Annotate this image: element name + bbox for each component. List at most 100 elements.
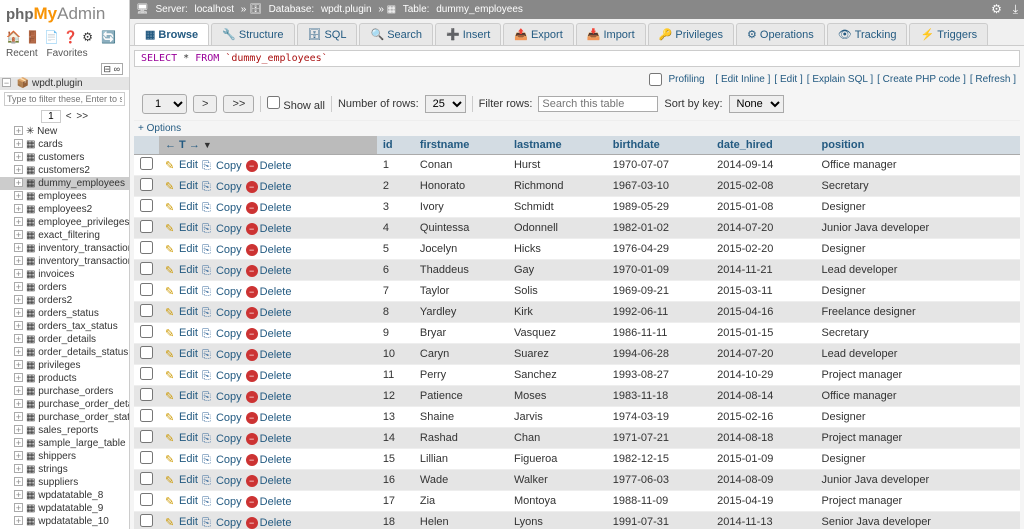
cell-birthdate[interactable]: 1993-08-27 (607, 365, 711, 386)
cell-date-hired[interactable]: 2014-09-14 (711, 155, 815, 176)
collapse-all-icon[interactable]: ⊟ ∞ (101, 63, 123, 75)
cell-firstname[interactable]: Jocelyn (414, 239, 508, 260)
cell-position[interactable]: Project manager (816, 365, 1020, 386)
cell-position[interactable]: Office manager (816, 386, 1020, 407)
oplink-explain-sql[interactable]: [ Explain SQL ] (807, 74, 873, 85)
tree-table-orders[interactable]: +▦ orders (0, 281, 129, 294)
cell-id[interactable]: 1 (377, 155, 414, 176)
cell-date-hired[interactable]: 2015-03-11 (711, 281, 815, 302)
cell-lastname[interactable]: Chan (508, 428, 607, 449)
cell-id[interactable]: 5 (377, 239, 414, 260)
tree-toggle-icon[interactable]: + (14, 217, 23, 226)
tree-toggle-icon[interactable]: + (14, 425, 23, 434)
cell-firstname[interactable]: Yardley (414, 302, 508, 323)
cell-date-hired[interactable]: 2014-10-29 (711, 365, 815, 386)
cell-lastname[interactable]: Hurst (508, 155, 607, 176)
row-edit[interactable]: ✎Edit (165, 411, 198, 423)
cell-date-hired[interactable]: 2014-11-21 (711, 260, 815, 281)
row-copy[interactable]: ⎘Copy (202, 370, 242, 382)
row-delete[interactable]: −Delete (246, 496, 292, 508)
tree-toggle-icon[interactable]: + (14, 347, 23, 356)
tab-operations[interactable]: ⚙Operations (736, 23, 825, 45)
tree-table-shippers[interactable]: +▦ shippers (0, 450, 129, 463)
cell-birthdate[interactable]: 1974-03-19 (607, 407, 711, 428)
row-copy[interactable]: ⎘Copy (202, 265, 242, 277)
cell-lastname[interactable]: Gay (508, 260, 607, 281)
cell-lastname[interactable]: Solis (508, 281, 607, 302)
cell-position[interactable]: Secretary (816, 323, 1020, 344)
row-delete[interactable]: −Delete (246, 286, 292, 298)
tree-table-exact_filtering[interactable]: +▦ exact_filtering (0, 229, 129, 242)
cell-date-hired[interactable]: 2015-02-08 (711, 176, 815, 197)
row-copy[interactable]: ⎘Copy (202, 454, 242, 466)
row-copy[interactable]: ⎘Copy (202, 391, 242, 403)
oplink-edit[interactable]: [ Edit ] (774, 74, 802, 85)
row-copy[interactable]: ⎘Copy (202, 160, 242, 172)
row-edit[interactable]: ✎Edit (165, 327, 198, 339)
tab-export[interactable]: 📤Export (503, 23, 574, 45)
cell-lastname[interactable]: Sanchez (508, 365, 607, 386)
cell-birthdate[interactable]: 1988-11-09 (607, 491, 711, 512)
cell-position[interactable]: Lead developer (816, 344, 1020, 365)
row-edit[interactable]: ✎Edit (165, 159, 198, 171)
tree-table-privileges[interactable]: +▦ privileges (0, 359, 129, 372)
cell-lastname[interactable]: Figueroa (508, 449, 607, 470)
row-checkbox[interactable] (140, 430, 153, 443)
row-delete[interactable]: −Delete (246, 244, 292, 256)
cell-lastname[interactable]: Walker (508, 470, 607, 491)
tree-table-wpdatatable_8[interactable]: +▦ wpdatatable_8 (0, 489, 129, 502)
cell-id[interactable]: 2 (377, 176, 414, 197)
tree-toggle-icon[interactable]: + (14, 230, 23, 239)
row-checkbox[interactable] (140, 493, 153, 506)
tree-toggle-icon[interactable]: + (14, 386, 23, 395)
row-edit[interactable]: ✎Edit (165, 474, 198, 486)
cell-birthdate[interactable]: 1970-01-09 (607, 260, 711, 281)
tree-table-orders_tax_status[interactable]: +▦ orders_tax_status (0, 320, 129, 333)
tree-table-inventory_transactions[interactable]: +▦ inventory_transactions (0, 242, 129, 255)
cell-position[interactable]: Designer (816, 407, 1020, 428)
cell-position[interactable]: Project manager (816, 491, 1020, 512)
row-delete[interactable]: −Delete (246, 265, 292, 277)
cell-firstname[interactable]: Patience (414, 386, 508, 407)
tree-toggle-icon[interactable]: + (14, 464, 23, 473)
cell-lastname[interactable]: Hicks (508, 239, 607, 260)
tree-table-sales_reports[interactable]: +▦ sales_reports (0, 424, 129, 437)
row-edit[interactable]: ✎Edit (165, 516, 198, 528)
favorites-tab[interactable]: Favorites (46, 48, 87, 59)
tree-toggle-icon[interactable]: + (14, 282, 23, 291)
profiling-checkbox[interactable] (649, 73, 662, 86)
tree-table-employees2[interactable]: +▦ employees2 (0, 203, 129, 216)
cell-position[interactable]: Designer (816, 197, 1020, 218)
cell-birthdate[interactable]: 1994-06-28 (607, 344, 711, 365)
row-copy[interactable]: ⎘Copy (202, 475, 242, 487)
cell-firstname[interactable]: Honorato (414, 176, 508, 197)
tree-table-purchase_order_status[interactable]: +▦ purchase_order_status (0, 411, 129, 424)
tab-privileges[interactable]: 🔑Privileges (648, 23, 734, 45)
tree-toggle-icon[interactable]: + (14, 490, 23, 499)
tree-toggle-icon[interactable]: + (14, 191, 23, 200)
cell-firstname[interactable]: Taylor (414, 281, 508, 302)
row-delete[interactable]: −Delete (246, 181, 292, 193)
row-edit[interactable]: ✎Edit (165, 201, 198, 213)
tree-table-inventory_transaction_types[interactable]: +▦ inventory_transaction_types (0, 255, 129, 268)
cell-date-hired[interactable]: 2015-01-15 (711, 323, 815, 344)
tree-table-cards[interactable]: +▦ cards (0, 138, 129, 151)
cell-date-hired[interactable]: 2015-01-09 (711, 449, 815, 470)
tree-toggle-icon[interactable]: + (14, 503, 23, 512)
cell-firstname[interactable]: Bryar (414, 323, 508, 344)
row-edit[interactable]: ✎Edit (165, 390, 198, 402)
row-edit[interactable]: ✎Edit (165, 495, 198, 507)
cell-id[interactable]: 18 (377, 512, 414, 529)
row-copy[interactable]: ⎘Copy (202, 202, 242, 214)
tree-table-orders2[interactable]: +▦ orders2 (0, 294, 129, 307)
row-checkbox[interactable] (140, 388, 153, 401)
row-delete[interactable]: −Delete (246, 160, 292, 172)
cell-position[interactable]: Project manager (816, 428, 1020, 449)
tree-table-employee_privileges[interactable]: +▦ employee_privileges (0, 216, 129, 229)
cell-position[interactable]: Designer (816, 449, 1020, 470)
tree-toggle-icon[interactable]: + (14, 412, 23, 421)
cell-firstname[interactable]: Ivory (414, 197, 508, 218)
cell-firstname[interactable]: Shaine (414, 407, 508, 428)
cell-position[interactable]: Senior Java developer (816, 512, 1020, 529)
tree-table-sample_large_table[interactable]: +▦ sample_large_table (0, 437, 129, 450)
